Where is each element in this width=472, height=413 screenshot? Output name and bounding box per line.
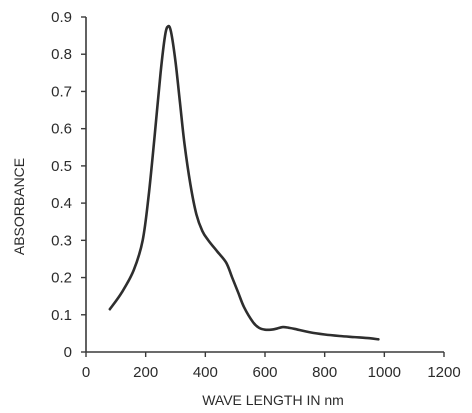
x-tick-label: 1200 bbox=[427, 364, 460, 381]
y-tick-label: 0.4 bbox=[51, 195, 72, 212]
y-tick-label: 0 bbox=[64, 344, 72, 361]
y-axis-title: ABSORBANCE bbox=[11, 158, 27, 255]
y-tick-label: 0.3 bbox=[51, 232, 72, 249]
x-tick-label: 200 bbox=[133, 364, 158, 381]
x-tick-label: 1000 bbox=[368, 364, 401, 381]
x-tick-label: 800 bbox=[312, 364, 337, 381]
y-tick-label: 0.8 bbox=[51, 46, 72, 63]
y-tick-label: 0.9 bbox=[51, 9, 72, 26]
x-tick-label: 400 bbox=[193, 364, 218, 381]
y-tick-label: 0.6 bbox=[51, 121, 72, 138]
x-axis-title: WAVE LENGTH IN nm bbox=[202, 392, 344, 408]
series bbox=[108, 24, 380, 341]
y-tick-label: 0.2 bbox=[51, 270, 72, 287]
y-tick-label: 0.1 bbox=[51, 307, 72, 324]
y-tick-label: 0.5 bbox=[51, 158, 72, 175]
x-tick-label: 600 bbox=[252, 364, 277, 381]
ticks: 0 200 400 600 800 1000 1200 0 0.1 0.2 0.3 0.4 0.5 0.6… bbox=[51, 9, 461, 381]
axes bbox=[85, 17, 444, 353]
x-tick-label: 0 bbox=[82, 364, 90, 381]
absorbance-series-line bbox=[108, 24, 380, 341]
y-tick-label: 0.7 bbox=[51, 83, 72, 100]
